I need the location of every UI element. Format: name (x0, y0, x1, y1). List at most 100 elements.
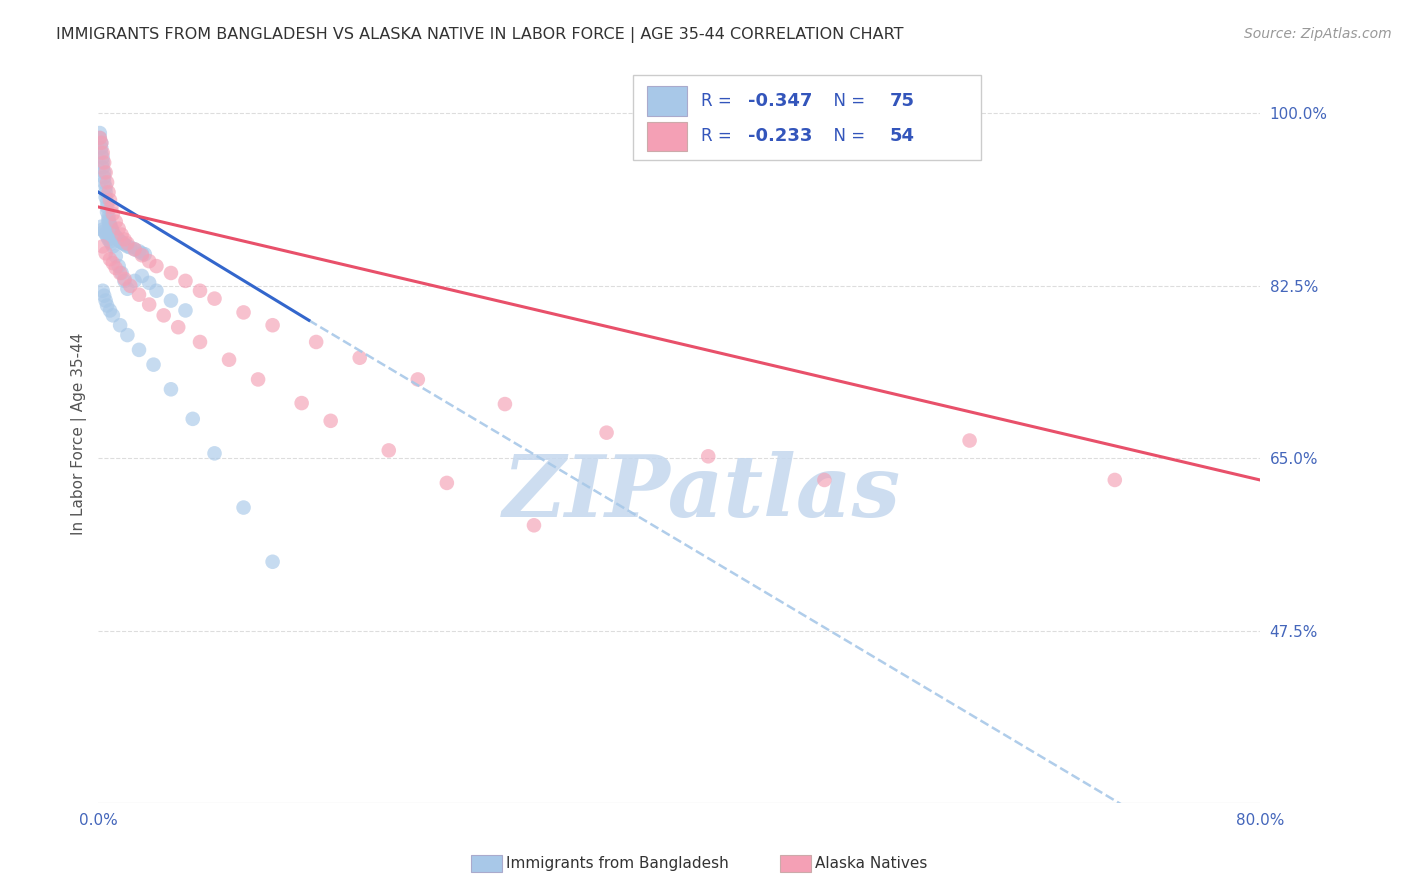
Point (93, 175, 115, 189)
Point (94, 185, 117, 199)
Point (101, 256, 124, 270)
Text: N =: N = (824, 92, 870, 110)
Point (160, 266, 183, 280)
Point (104, 229, 127, 244)
Point (114, 272, 136, 286)
Point (124, 243, 146, 257)
Point (93, 225, 115, 239)
Point (160, 382, 183, 396)
Point (114, 237, 136, 252)
Point (91, 222, 114, 236)
Point (595, 425, 617, 440)
Point (959, 434, 981, 448)
Point (103, 228, 125, 243)
Point (107, 259, 129, 273)
Point (104, 249, 127, 263)
Point (94, 246, 117, 260)
Point (131, 268, 153, 283)
Point (232, 500, 254, 515)
Point (89, 131, 111, 145)
Point (98, 235, 121, 249)
Point (94, 227, 117, 241)
Point (98, 217, 121, 231)
Point (91, 161, 114, 175)
Point (247, 372, 270, 386)
Point (101, 207, 124, 221)
Point (91, 151, 114, 165)
Point (100, 236, 122, 251)
Point (262, 555, 284, 569)
Point (94, 180, 117, 194)
Point (108, 318, 131, 333)
Point (128, 287, 150, 301)
Point (110, 266, 132, 280)
Point (291, 396, 314, 410)
Point (152, 309, 174, 323)
Point (98, 219, 121, 233)
Point (96, 194, 118, 209)
Point (128, 244, 150, 259)
Point (104, 261, 127, 276)
Point (167, 320, 190, 334)
Point (93, 288, 115, 302)
Point (145, 284, 167, 298)
Point (117, 282, 139, 296)
Point (114, 274, 136, 288)
Point (145, 259, 167, 273)
Point (523, 518, 546, 533)
Point (93, 165, 115, 179)
Point (174, 303, 197, 318)
FancyBboxPatch shape (647, 121, 688, 152)
Point (131, 248, 153, 262)
Text: -0.233: -0.233 (748, 128, 813, 145)
Point (94, 190, 117, 204)
Point (100, 220, 122, 235)
Point (117, 328, 139, 343)
Point (90, 136, 112, 150)
Point (1104, 473, 1126, 487)
Point (124, 243, 146, 257)
Point (131, 246, 153, 260)
Point (349, 351, 371, 365)
Point (110, 227, 132, 242)
Text: R =: R = (702, 128, 737, 145)
Point (101, 225, 124, 239)
Text: IMMIGRANTS FROM BANGLADESH VS ALASKA NATIVE IN LABOR FORCE | AGE 35-44 CORRELATI: IMMIGRANTS FROM BANGLADESH VS ALASKA NAT… (56, 27, 904, 43)
Point (494, 397, 516, 411)
Point (142, 358, 165, 372)
Point (97, 185, 120, 199)
Point (107, 232, 129, 246)
Point (110, 235, 132, 250)
Point (138, 276, 160, 290)
Point (697, 450, 720, 464)
Point (436, 475, 458, 490)
Point (305, 334, 328, 349)
Point (107, 221, 129, 235)
Point (98, 193, 121, 207)
Text: R =: R = (702, 92, 737, 110)
Point (120, 278, 142, 293)
Text: 75: 75 (890, 92, 914, 110)
Point (104, 215, 127, 229)
Point (378, 443, 401, 458)
Point (97, 232, 120, 246)
Point (813, 473, 835, 487)
FancyBboxPatch shape (633, 75, 981, 161)
Point (188, 284, 211, 298)
Point (101, 239, 124, 253)
Point (96, 175, 118, 189)
Point (128, 343, 150, 357)
Point (117, 239, 139, 253)
Point (138, 297, 160, 311)
Point (101, 227, 124, 241)
Point (105, 231, 128, 245)
Text: N =: N = (824, 128, 870, 145)
Point (100, 200, 122, 214)
Point (124, 274, 146, 288)
Point (96, 229, 118, 244)
Point (181, 412, 204, 426)
Point (138, 254, 160, 268)
Point (90, 219, 112, 234)
Point (91, 239, 114, 253)
Point (97, 215, 120, 229)
